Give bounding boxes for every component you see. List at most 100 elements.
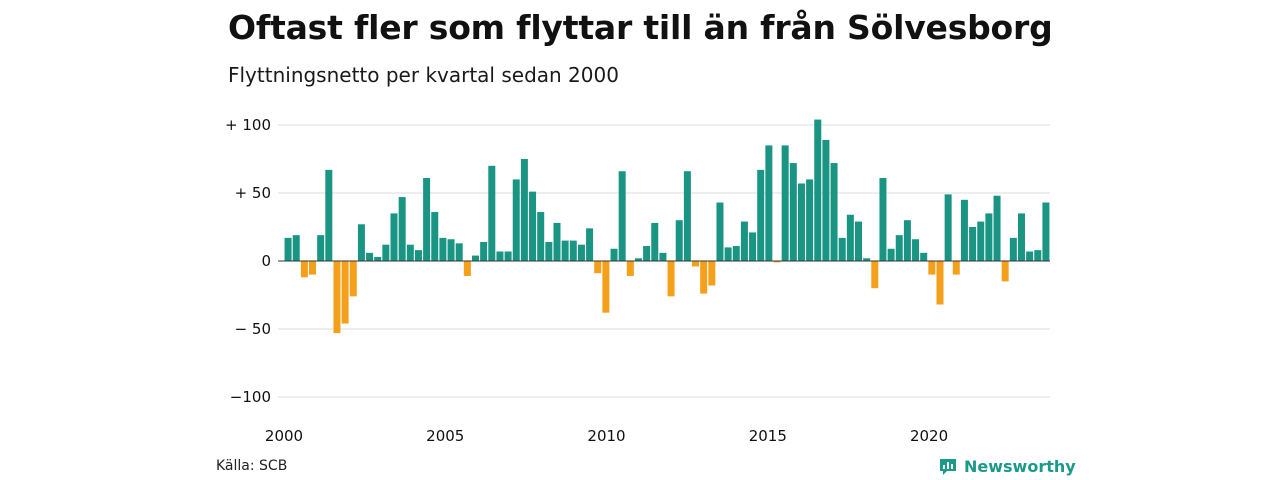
bar-2022-k2 (1009, 237, 1017, 261)
x-tick-label: 2015 (749, 427, 787, 445)
bar-2022-k1 (1001, 261, 1009, 282)
bar-2017-k2 (846, 214, 854, 261)
bar-2003-k2 (390, 213, 398, 261)
bar-2016-k4 (830, 163, 838, 261)
newsworthy-logo-icon (940, 459, 956, 475)
brand-logo: Newsworthy (938, 456, 1076, 476)
bar-2022-k4 (1026, 251, 1034, 261)
bar-2015-k2 (781, 145, 789, 261)
chart-title: Oftast fler som flyttar till än från Söl… (228, 8, 1053, 47)
bar-2000-k4 (309, 261, 317, 275)
bar-2015-k1 (773, 261, 781, 263)
bar-2014-k4 (765, 145, 773, 261)
bar-2018-k3 (887, 248, 895, 261)
y-tick-label: 0 (261, 252, 271, 270)
bar-2020-k1 (936, 261, 944, 305)
bar-2004-k2 (423, 178, 431, 261)
bar-2008-k4 (569, 240, 577, 261)
bar-2013-k4 (732, 246, 740, 261)
bar-2007-k2 (520, 159, 528, 261)
bar-2020-k2 (944, 194, 952, 261)
bar-2023-k1 (1034, 250, 1042, 261)
bar-2009-k4 (602, 261, 610, 313)
bar-2001-k3 (333, 261, 341, 334)
y-axis-ticks: + 100 + 50 0 − 50 −100 (225, 116, 271, 406)
x-tick-label: 2000 (265, 427, 303, 445)
x-axis-ticks: 2000 2005 2010 2015 2020 (265, 427, 948, 445)
bar-2013-k3 (724, 247, 732, 261)
bar-2021-k2 (977, 221, 985, 261)
bar-2006-k4 (504, 251, 512, 261)
bar-2014-k2 (749, 232, 757, 261)
bar-2016-k3 (822, 139, 830, 261)
bar-2012-k4 (700, 261, 708, 294)
bar-2017-k1 (838, 237, 846, 261)
bar-2010-k3 (626, 261, 634, 276)
bar-2016-k2 (814, 119, 822, 261)
bar-2015-k3 (789, 163, 797, 261)
bar-2000-k3 (300, 261, 308, 278)
bar-2019-k3 (920, 252, 928, 261)
x-tick-label: 2010 (587, 427, 625, 445)
bar-2006-k3 (496, 251, 504, 261)
bar-2005-k1 (447, 239, 455, 261)
source-label: Källa: SCB (216, 458, 288, 474)
bar-2021-k3 (985, 213, 993, 261)
bar-2000-k1 (284, 237, 292, 261)
bar-2019-k1 (903, 220, 911, 261)
bar-2002-k3 (366, 252, 374, 261)
brand-name: Newsworthy (964, 456, 1076, 476)
bar-2002-k2 (357, 224, 365, 261)
bar-2013-k2 (716, 202, 724, 261)
bar-2001-k2 (325, 169, 333, 261)
bar-2008-k1 (545, 241, 553, 261)
bar-2006-k2 (488, 165, 496, 261)
bar-2023-k2 (1042, 202, 1050, 261)
bar-2020-k4 (960, 199, 968, 261)
bar-2005-k3 (463, 261, 471, 276)
bar-2009-k3 (594, 261, 602, 274)
bar-2019-k4 (928, 261, 936, 275)
bar-2012-k3 (692, 261, 700, 267)
bar-2010-k2 (618, 171, 626, 261)
bar-2004-k4 (439, 237, 447, 261)
bar-2009-k1 (577, 244, 585, 261)
bar-2017-k4 (863, 258, 871, 261)
x-tick-label: 2005 (426, 427, 464, 445)
grid-lines (278, 124, 1050, 398)
bar-2009-k2 (586, 228, 594, 261)
bar-2007-k4 (537, 212, 545, 261)
bar-2016-k1 (806, 179, 814, 261)
bar-2011-k3 (659, 252, 667, 261)
bar-2017-k3 (854, 221, 863, 261)
y-tick-label: −100 (230, 388, 271, 406)
bar-2010-k1 (610, 248, 618, 261)
bar-2003-k1 (382, 244, 390, 261)
bar-2019-k2 (912, 239, 920, 261)
bar-2001-k1 (317, 235, 325, 261)
bar-2007-k3 (529, 191, 537, 261)
bar-2000-k2 (292, 235, 300, 261)
y-tick-label: + 50 (235, 184, 271, 202)
bar-2005-k2 (455, 243, 463, 261)
bar-2007-k1 (512, 179, 520, 261)
bar-2012-k2 (683, 171, 691, 261)
bar-2018-k2 (879, 178, 887, 261)
bar-2011-k4 (667, 261, 675, 297)
bar-2004-k1 (414, 250, 422, 261)
bar-2018-k4 (895, 235, 903, 261)
bar-2001-k4 (341, 261, 349, 324)
bar-2004-k3 (431, 212, 439, 261)
bar-2011-k2 (651, 222, 659, 261)
x-tick-label: 2020 (910, 427, 948, 445)
chart-subtitle: Flyttningsnetto per kvartal sedan 2000 (228, 63, 619, 87)
bar-2008-k3 (561, 240, 569, 261)
bar-2005-k4 (471, 255, 480, 261)
bar-2006-k1 (480, 241, 488, 261)
y-tick-label: + 100 (225, 116, 271, 134)
bar-2003-k3 (398, 197, 406, 261)
bar-2014-k3 (757, 169, 765, 261)
y-tick-label: − 50 (235, 320, 271, 338)
bar-2011-k1 (643, 246, 651, 261)
